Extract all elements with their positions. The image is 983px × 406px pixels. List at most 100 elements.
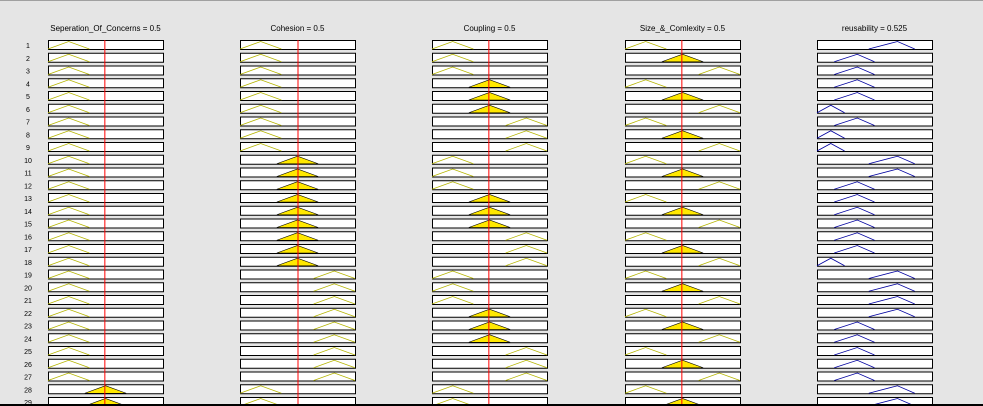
rule-cell-box — [817, 91, 933, 101]
rule-cell-box — [625, 333, 741, 344]
membership-curve — [698, 334, 741, 343]
membership-curve — [431, 168, 474, 177]
rule-cell-box — [817, 231, 933, 242]
membership-curve — [313, 334, 356, 343]
membership-curve — [431, 270, 474, 279]
membership-curve — [313, 270, 356, 279]
rule-cell-box — [48, 154, 164, 165]
rule-cell-box — [625, 40, 741, 50]
rule-number: 20 — [24, 285, 32, 292]
membership-curve — [239, 66, 282, 75]
membership-curve — [505, 359, 548, 369]
rule-cell-box — [817, 52, 933, 63]
membership-curve — [47, 79, 90, 88]
rule-cell-box — [625, 256, 741, 267]
membership-curve — [698, 143, 741, 152]
output-membership-curve — [834, 79, 875, 88]
output-membership-curve — [868, 308, 915, 318]
rule-cell-box — [48, 116, 164, 127]
rule-cell-box — [817, 218, 933, 229]
membership-curve — [47, 296, 90, 305]
rule-cell-box — [625, 231, 741, 242]
rule-cell-box — [625, 142, 741, 152]
output-membership-curve — [834, 181, 875, 190]
rule-cell-box — [48, 244, 164, 254]
output-membership-curve — [834, 66, 875, 75]
rule-cell-box — [432, 358, 548, 369]
rule-cell-box — [432, 256, 548, 267]
rule-number: 4 — [26, 81, 30, 88]
membership-curve — [47, 168, 90, 177]
output-membership-curve — [816, 257, 845, 267]
membership-curve — [239, 130, 282, 139]
membership-curve — [47, 143, 90, 152]
rule-cell-box — [48, 371, 164, 382]
rule-cell-box — [48, 307, 164, 318]
rule-cell-box — [48, 167, 164, 178]
rule-cell-box — [817, 307, 933, 318]
membership-curve — [698, 372, 741, 381]
membership-curve — [313, 296, 356, 305]
output-membership-curve — [834, 92, 875, 101]
active-membership-triangle — [468, 321, 511, 330]
membership-curve — [313, 359, 356, 369]
rule-cell-box — [817, 129, 933, 140]
rule-cell-box — [432, 52, 548, 63]
output-membership-curve — [816, 143, 845, 152]
active-membership-triangle — [468, 79, 511, 88]
active-membership-triangle — [661, 92, 704, 101]
membership-curve — [47, 194, 90, 203]
membership-curve — [431, 155, 474, 165]
membership-curve — [239, 104, 282, 114]
membership-curve — [698, 66, 741, 75]
rule-cell-box — [625, 116, 741, 127]
rule-cell-box — [817, 295, 933, 305]
rule-cell-box — [48, 52, 164, 63]
rule-cell-box — [817, 103, 933, 114]
rule-cell-box — [817, 256, 933, 267]
rule-cell-box — [432, 65, 548, 76]
rule-number: 19 — [24, 273, 32, 280]
membership-curve — [47, 257, 90, 267]
rule-number: 15 — [24, 222, 32, 229]
rule-number: 12 — [24, 183, 32, 190]
rule-number: 6 — [26, 107, 30, 114]
membership-curve — [47, 270, 90, 279]
rule-cell-box — [817, 116, 933, 127]
membership-curve — [431, 296, 474, 305]
active-membership-triangle — [84, 385, 127, 394]
rule-cell-box — [48, 193, 164, 203]
membership-curve — [313, 283, 356, 292]
rule-cell-box — [48, 65, 164, 76]
active-membership-triangle — [468, 206, 511, 216]
membership-curve — [47, 181, 90, 190]
output-membership-curve — [816, 104, 845, 114]
rule-cell-box — [817, 244, 933, 254]
window-top-border — [0, 0, 983, 1]
membership-curve — [431, 398, 474, 406]
rule-number: 2 — [26, 56, 30, 63]
membership-curve — [698, 104, 741, 114]
membership-curve — [431, 385, 474, 394]
rule-cell-box — [48, 91, 164, 101]
membership-curve — [313, 372, 356, 381]
rule-cell-box — [48, 142, 164, 152]
rule-cell-box — [625, 295, 741, 305]
rule-cell-box — [48, 256, 164, 267]
membership-curve — [47, 130, 90, 139]
rule-number: 25 — [24, 349, 32, 356]
output-membership-curve — [834, 321, 875, 330]
rule-number: 3 — [26, 69, 30, 76]
output-membership-curve — [868, 385, 915, 394]
rule-cell-box — [817, 333, 933, 344]
membership-curve — [239, 117, 282, 126]
rule-number: 17 — [24, 247, 32, 254]
rule-cell-box — [48, 129, 164, 140]
active-membership-triangle — [661, 245, 704, 254]
rule-number: 18 — [24, 260, 32, 267]
membership-curve — [431, 53, 474, 63]
membership-curve — [47, 219, 90, 228]
membership-curve — [239, 385, 282, 394]
output-membership-curve — [868, 270, 915, 279]
rule-cell-box — [817, 358, 933, 369]
